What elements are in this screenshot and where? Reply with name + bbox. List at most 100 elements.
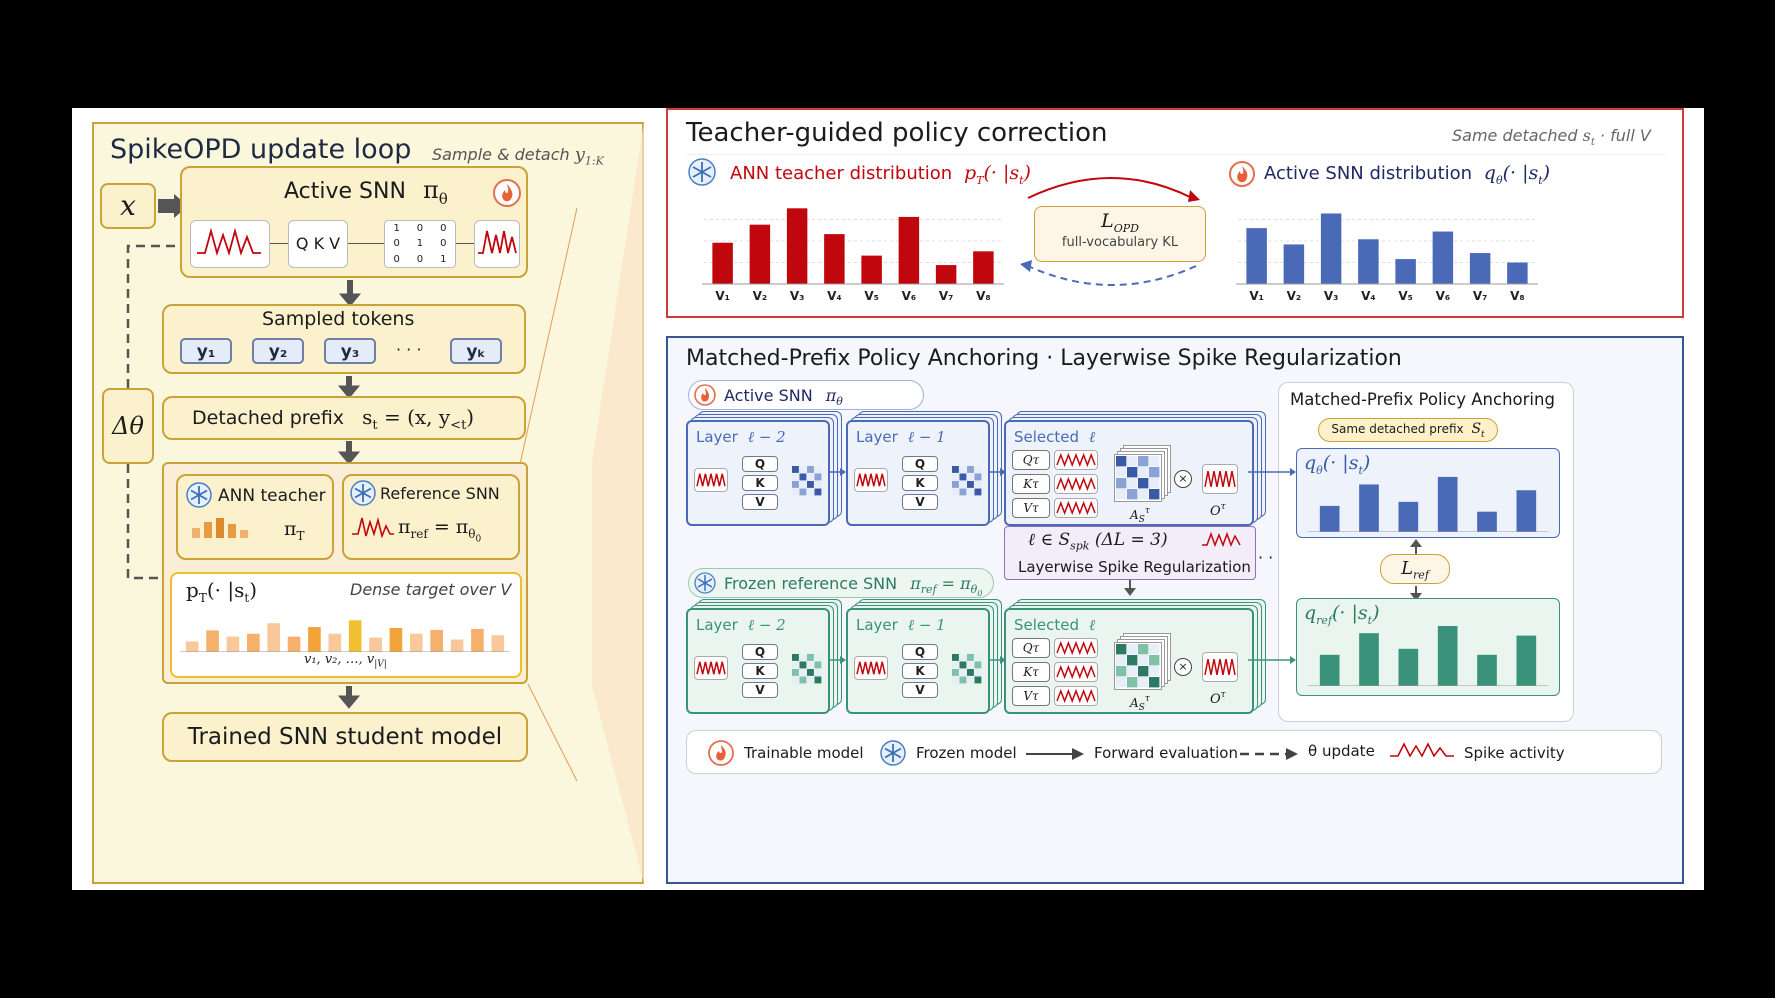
bar-4 <box>246 633 260 652</box>
as-a: A <box>1130 508 1139 522</box>
layer-index: ℓ − 1 <box>907 616 946 634</box>
sq-end: ) <box>1542 162 1551 184</box>
legend-update: θ update <box>1308 742 1375 760</box>
qr-end: ) <box>1372 602 1380 624</box>
at-pi-sub: θ <box>836 395 843 409</box>
dense-target-note: Dense target over V <box>350 580 512 599</box>
sel-kt-box: Kτ <box>1012 662 1050 682</box>
bar-6 <box>1516 635 1537 686</box>
as-label: ASτ <box>1130 694 1150 713</box>
dense-target-math: pT(· |st) <box>186 578 257 605</box>
solid-arrow-icon <box>1026 748 1084 760</box>
pi-ref-eq: = π <box>427 516 469 538</box>
subtitle-text: Sample & detach <box>432 145 570 164</box>
q-theta-chart <box>1308 476 1548 532</box>
lref-l: L <box>1401 558 1414 579</box>
anchor-tag-math: St <box>1471 421 1484 440</box>
active-tag-label: Active SNN <box>724 386 813 405</box>
ref-spike-icon <box>352 516 394 539</box>
qr-sub2: t <box>1367 613 1373 627</box>
layer-k-box: K <box>742 663 778 679</box>
attention-matrix-icon <box>1116 456 1160 500</box>
lref-box: Lref <box>1380 554 1450 584</box>
trained-model-label: Trained SNN student model <box>187 724 503 750</box>
bar-15 <box>471 628 484 652</box>
note-math: st <box>1583 126 1595 148</box>
spike-trace-icon <box>856 473 886 487</box>
p-end: ) <box>249 578 257 602</box>
spike-reg-box <box>1004 526 1256 580</box>
snowflake-icon-teacher <box>688 158 716 186</box>
spike-trace-icon-out <box>478 230 517 254</box>
bottom-panel-title: Matched-Prefix Policy Anchoring · Layerw… <box>686 346 1402 371</box>
bar-5 <box>1477 511 1497 532</box>
layer-v-box: V <box>742 494 778 510</box>
layer-q-box: Q <box>902 644 938 660</box>
o-sup: τ <box>1220 690 1226 700</box>
snowflake-icon-frozen <box>694 572 716 594</box>
bar-5 <box>1477 654 1497 686</box>
opd-arrow-bottom-head <box>1020 260 1032 272</box>
opd-arrow-top-head <box>1188 190 1200 202</box>
selected-ell: ℓ <box>1089 616 1096 634</box>
teacher-bar-chart: V₁ V₂ V₃ V₄ V₅ V₆ V₇ V₈ <box>702 208 1004 303</box>
attention-matrix-icon <box>1116 644 1160 688</box>
sq-rest: (· |s <box>1502 162 1539 184</box>
sel-spike-box <box>1054 662 1098 682</box>
tp-end: ) <box>1023 162 1031 184</box>
p: p <box>186 578 199 602</box>
m7: 0 <box>416 253 424 265</box>
spk-rest: (ΔL = 3) <box>1089 530 1168 550</box>
tick-label-3: V₃ <box>790 289 805 303</box>
active-snn-label: Active SNN <box>284 179 406 204</box>
opd-arrow-top <box>1027 177 1193 199</box>
legend <box>686 730 1662 774</box>
detached-prefix-text: Detached prefix st = (x, y<t) <box>192 405 474 433</box>
layer-title: Selected ℓ <box>1014 616 1095 635</box>
s-sub: t <box>372 418 378 433</box>
layer-title: Selected ℓ <box>1014 428 1095 447</box>
spike-trace-icon-reg <box>1202 531 1241 548</box>
flame-icon-tag <box>694 384 716 406</box>
token-1: y₁ <box>180 338 232 364</box>
zero-sub: 0 <box>475 534 482 545</box>
as-sup: τ <box>1144 506 1150 516</box>
bar-4 <box>1437 476 1458 532</box>
tp: p <box>963 162 977 184</box>
as-sup: τ <box>1144 694 1150 704</box>
pi-ref-eq-sub: θ0 <box>468 527 482 545</box>
spike-trace-icon <box>1056 688 1096 704</box>
as-a: A <box>1130 696 1139 710</box>
qr-q: q <box>1304 602 1317 624</box>
bar-3 <box>786 208 808 284</box>
bar-8 <box>328 633 342 652</box>
bar-13 <box>430 629 444 652</box>
layer-q-box: Q <box>902 456 938 472</box>
layer-k-box: K <box>902 663 938 679</box>
spike-trace-icon <box>696 473 726 487</box>
note-pre: Same detached <box>1452 126 1578 145</box>
o-label: Oτ <box>1210 502 1226 519</box>
sq: q <box>1483 162 1496 184</box>
ref-pi: πref = πθ0 <box>398 516 481 544</box>
lref-math: Lref <box>1401 558 1429 582</box>
bar-7 <box>1469 253 1491 284</box>
bar-1 <box>1319 654 1340 686</box>
tick-label-7: V₇ <box>939 289 954 303</box>
teacher-pi: πT <box>284 518 305 543</box>
bar-4 <box>824 234 845 284</box>
lref-sub: ref <box>1413 568 1429 582</box>
identity-matrix: 1 0 0 0 1 0 0 0 1 <box>384 220 456 268</box>
ref-snn-label: Reference SNN <box>380 484 500 503</box>
pi-ref-sub: ref <box>410 526 428 541</box>
frozen-snn-tag <box>688 568 994 598</box>
active-tag-math: πθ <box>826 386 843 409</box>
layer-v-box: V <box>742 682 778 698</box>
selected-word: Selected <box>1014 616 1080 634</box>
tick-label-6: V₆ <box>1436 289 1451 303</box>
layer-k-box: K <box>902 475 938 491</box>
bar-2 <box>1359 633 1379 686</box>
dense-target-box <box>170 572 522 678</box>
s: s <box>362 405 373 429</box>
bar-2 <box>749 224 771 284</box>
